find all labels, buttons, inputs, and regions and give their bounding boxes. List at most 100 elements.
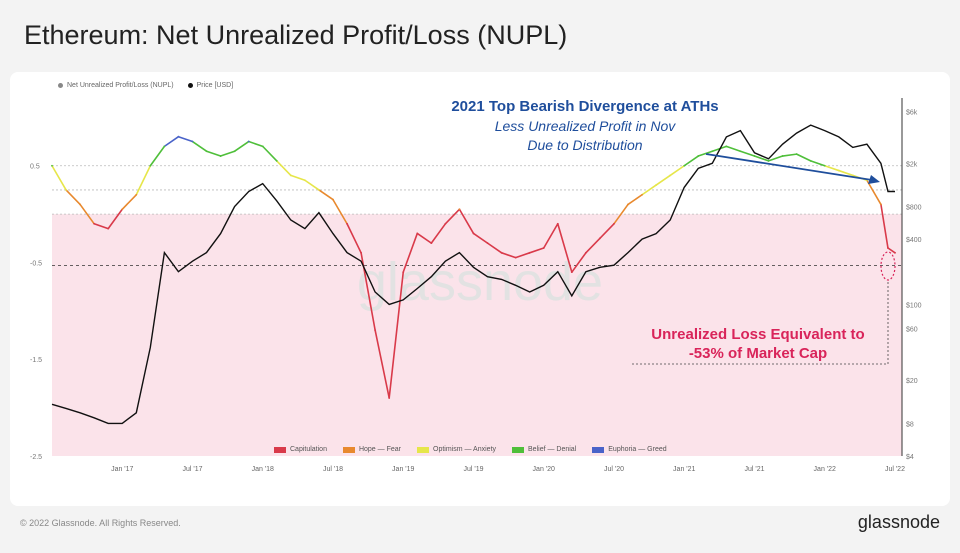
- nupl-point: [332, 198, 334, 201]
- y-right-tick-label: $60: [906, 326, 918, 333]
- nupl-segment: [571, 252, 587, 273]
- nupl-point: [65, 189, 67, 191]
- nupl-point: [767, 159, 770, 162]
- nupl-segment: [205, 150, 222, 157]
- nupl-segment: [430, 222, 447, 244]
- nupl-point: [739, 150, 742, 153]
- nupl-segment: [261, 145, 278, 162]
- nupl-segment: [585, 237, 601, 254]
- nupl-segment: [472, 232, 489, 244]
- page-title: Ethereum: Net Unrealized Profit/Loss (NU…: [24, 20, 568, 50]
- nupl-segment: [65, 189, 81, 206]
- nupl-segment: [781, 153, 798, 157]
- y-right-tick-label: $4: [906, 454, 914, 461]
- nupl-segment: [219, 150, 236, 157]
- nupl-point: [711, 150, 714, 153]
- top-legend: Net Unrealized Profit/Loss (NUPL) Price …: [58, 82, 233, 89]
- nupl-point: [191, 140, 194, 143]
- nupl-point: [275, 159, 278, 162]
- nupl-segment: [837, 169, 854, 177]
- nupl-point: [528, 251, 531, 254]
- nupl-point: [697, 155, 700, 157]
- x-tick-label: Jul '18: [323, 466, 343, 473]
- x-tick-label: Jul '17: [182, 466, 202, 473]
- divergence-title: 2021 Top Bearish Divergence at ATHs: [451, 98, 718, 115]
- loss-annotation: -53% of Market Cap: [689, 345, 827, 362]
- swatch: [342, 446, 355, 453]
- legend-item-belief-denial[interactable]: Belief — Denial: [512, 446, 576, 453]
- legend-item-nupl[interactable]: Net Unrealized Profit/Loss (NUPL): [58, 82, 174, 89]
- x-tick-label: Jul '21: [744, 466, 764, 473]
- nupl-segment: [641, 184, 657, 196]
- nupl-segment: [627, 193, 643, 206]
- nupl-point: [781, 155, 784, 157]
- brand-logo: glassnode: [857, 512, 940, 532]
- nupl-segment: [416, 232, 433, 244]
- nupl-point: [458, 208, 461, 211]
- swatch: [512, 446, 525, 453]
- nupl-point: [416, 232, 419, 235]
- legend-item-optimism-anxiety[interactable]: Optimism — Anxiety: [417, 446, 496, 453]
- swatch: [274, 446, 286, 453]
- nupl-segment: [121, 193, 138, 211]
- copyright: © 2022 Glassnode. All Rights Reserved.: [20, 518, 181, 528]
- nupl-point: [823, 164, 826, 167]
- nupl-segment: [247, 140, 264, 148]
- nupl-segment: [332, 198, 348, 225]
- nupl-point: [809, 159, 812, 162]
- nupl-segment: [486, 242, 503, 254]
- x-tick-label: Jan '18: [252, 466, 274, 473]
- nupl-point: [219, 155, 222, 157]
- nupl-point: [388, 397, 391, 399]
- y-right-tick-label: $2k: [906, 161, 918, 168]
- nupl-point: [556, 222, 559, 225]
- nupl-point: [430, 242, 433, 245]
- legend-item-hope-fear[interactable]: Hope — Fear: [342, 446, 401, 453]
- legend-item-price[interactable]: Price [USD]: [187, 82, 233, 89]
- legend-swatch-price: [187, 83, 193, 88]
- nupl-point: [149, 164, 152, 167]
- nupl-point: [725, 145, 728, 148]
- x-tick-label: Jan '19: [392, 466, 414, 473]
- legend-label: Optimism — Anxiety: [433, 446, 497, 453]
- nupl-point: [613, 222, 615, 225]
- nupl-point: [880, 203, 882, 206]
- nupl-segment: [739, 150, 756, 157]
- nupl-point: [641, 193, 643, 196]
- divergence-arrow: [705, 153, 873, 181]
- nupl-segment: [290, 174, 306, 182]
- nupl-point: [837, 169, 840, 172]
- nupl-segment: [669, 164, 686, 177]
- nupl-point: [627, 203, 629, 206]
- legend-label: Euphoria — Greed: [608, 446, 667, 453]
- y-right-tick-label: $20: [906, 378, 918, 385]
- nupl-point: [205, 150, 208, 153]
- nupl-point: [346, 222, 348, 225]
- legend-item-euphoria-greed[interactable]: Euphoria — Greed: [592, 446, 667, 453]
- nupl-segment: [458, 208, 475, 235]
- nupl-segment: [767, 155, 784, 162]
- zone-legend: Capitulation Hope — Fear Optimism — Anxi…: [274, 446, 667, 453]
- nupl-point: [599, 237, 601, 240]
- nupl-segment: [599, 222, 615, 240]
- nupl-point: [374, 329, 377, 332]
- nupl-segment: [346, 222, 362, 254]
- nupl-point: [163, 145, 166, 148]
- legend-item-capitulation[interactable]: Capitulation: [274, 446, 327, 453]
- nupl-segment: [514, 252, 531, 259]
- legend-swatch-nupl: [58, 83, 63, 88]
- nupl-segment: [697, 150, 714, 157]
- nupl-point: [107, 227, 110, 230]
- nupl-segment: [177, 135, 194, 143]
- y-left-tick-label: -1.5: [30, 357, 42, 364]
- nupl-segment: [809, 160, 826, 167]
- nupl-segment: [233, 140, 250, 153]
- nupl-segment: [135, 164, 152, 196]
- nupl-segment: [149, 145, 166, 167]
- nupl-segment: [528, 247, 545, 254]
- nupl-point: [683, 164, 686, 167]
- nupl-point: [514, 256, 517, 259]
- nupl-point: [402, 271, 405, 274]
- nupl-point: [669, 174, 672, 177]
- nupl-point: [79, 203, 81, 206]
